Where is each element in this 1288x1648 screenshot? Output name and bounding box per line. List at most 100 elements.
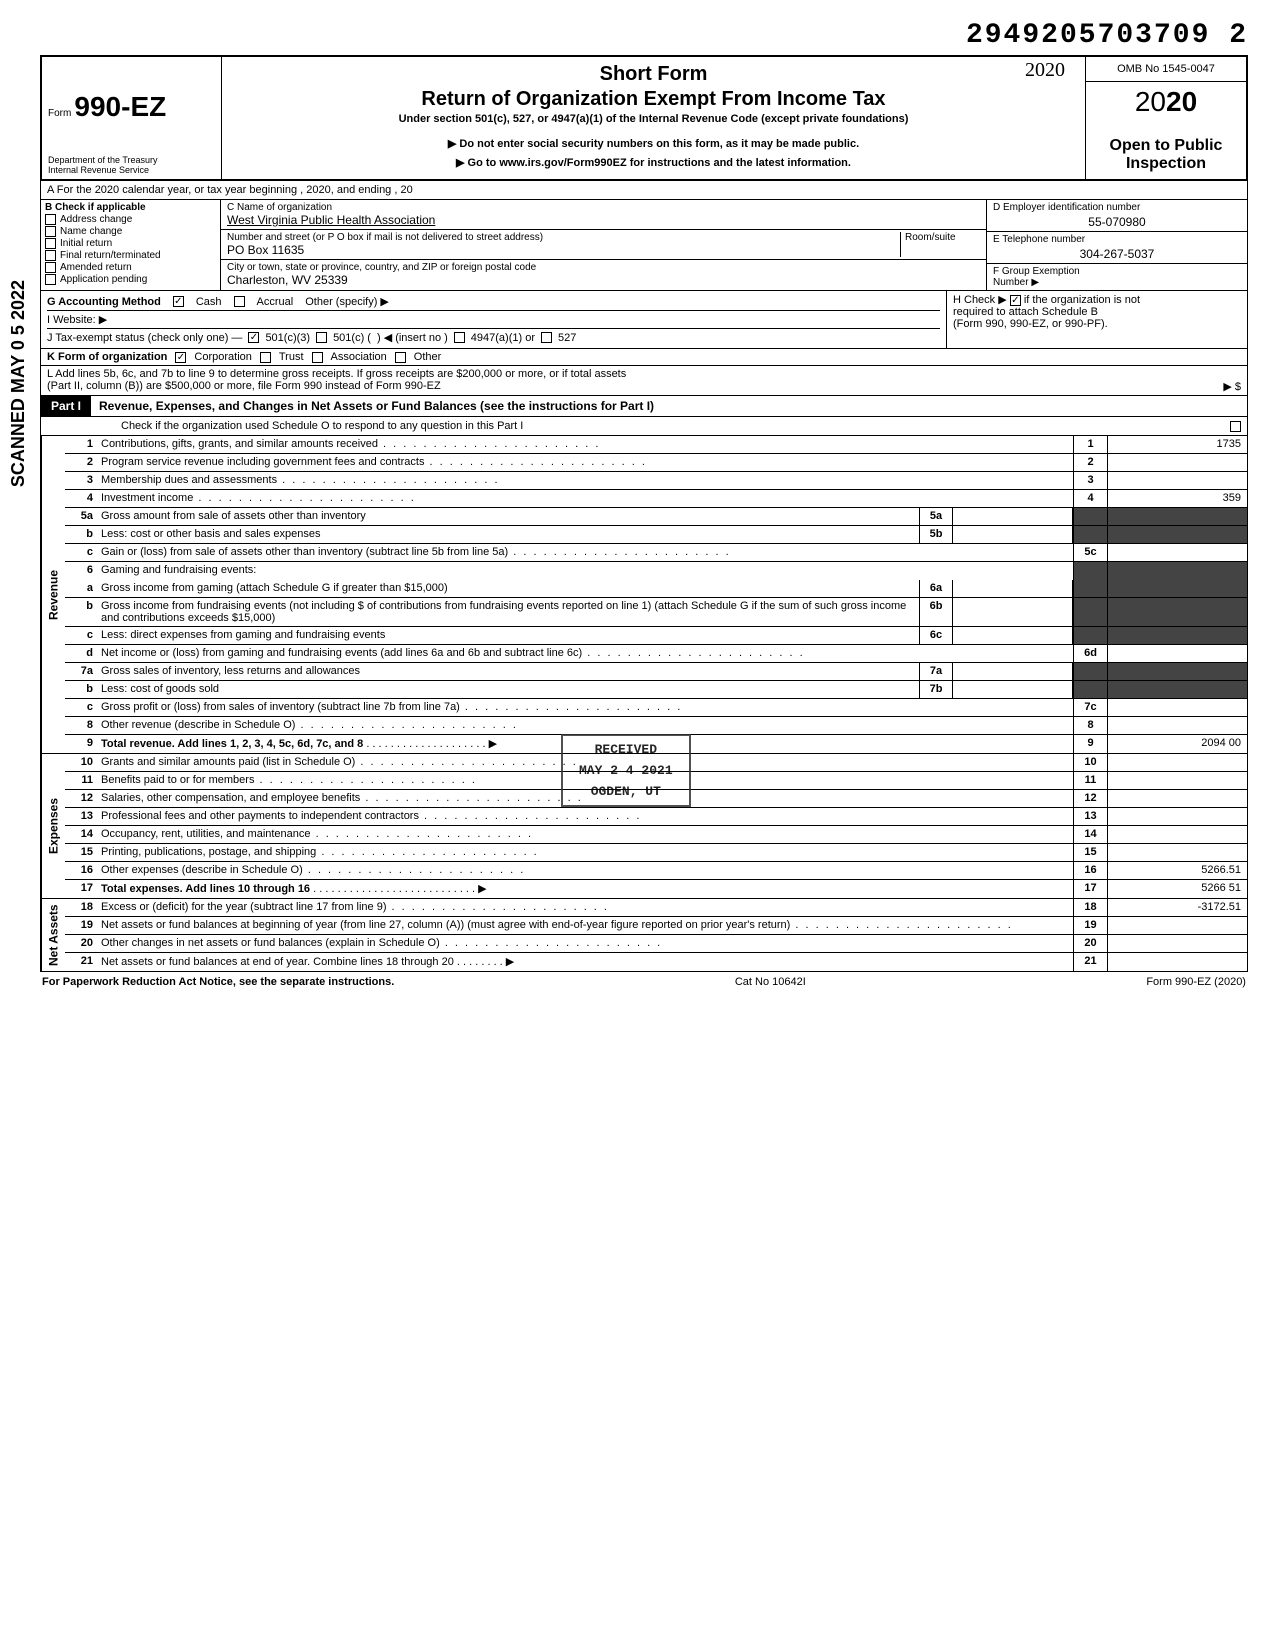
received-l3: OGDEN, UT xyxy=(579,784,673,799)
city-value: Charleston, WV 25339 xyxy=(227,273,980,287)
omb-number: OMB No 1545-0047 xyxy=(1086,57,1246,82)
ln2-num: 2 xyxy=(65,454,97,471)
ln6d-rnum: 6d xyxy=(1073,645,1107,662)
received-l2: MAY 2 4 2021 xyxy=(579,763,673,778)
cb-amended[interactable] xyxy=(45,262,56,273)
ln5b-mnum: 5b xyxy=(919,526,953,543)
label-corp: Corporation xyxy=(194,351,251,363)
ln6b-desc: Gross income from fundraising events (no… xyxy=(97,598,919,626)
cb-4947[interactable] xyxy=(454,332,465,343)
ln4-rnum: 4 xyxy=(1073,490,1107,507)
label-name-change: Name change xyxy=(60,226,122,237)
cb-assoc[interactable] xyxy=(312,352,323,363)
cb-cash[interactable] xyxy=(173,296,184,307)
label-assoc: Association xyxy=(331,351,387,363)
ln6b-rshade xyxy=(1107,598,1247,626)
document-number: 2949205703709 2 xyxy=(40,20,1248,51)
ln14-val xyxy=(1107,826,1247,843)
instr-url: ▶ Go to www.irs.gov/Form990EZ for instru… xyxy=(228,156,1079,169)
ln7c-rnum: 7c xyxy=(1073,699,1107,716)
ln6c-mnum: 6c xyxy=(919,627,953,644)
cb-schedule-b[interactable] xyxy=(1010,295,1021,306)
ln5a-num: 5a xyxy=(65,508,97,525)
ln6b-num: b xyxy=(65,598,97,626)
cb-527[interactable] xyxy=(541,332,552,343)
cb-501c[interactable] xyxy=(316,332,327,343)
ln6-num: 6 xyxy=(65,562,97,580)
instructions-box: ▶ Do not enter social security numbers o… xyxy=(222,131,1086,179)
ln2-rnum: 2 xyxy=(1073,454,1107,471)
e-label: E Telephone number xyxy=(993,234,1241,245)
cb-pending[interactable] xyxy=(45,274,56,285)
ln5b-desc: Less: cost or other basis and sales expe… xyxy=(97,526,919,543)
cb-corp[interactable] xyxy=(175,352,186,363)
cb-501c3[interactable] xyxy=(248,332,259,343)
ln21-desc: Net assets or fund balances at end of ye… xyxy=(97,953,1073,971)
ln19-val xyxy=(1107,917,1247,934)
h-text2: if the organization is not xyxy=(1024,294,1140,306)
ln3-num: 3 xyxy=(65,472,97,489)
handwritten-year: 2020 xyxy=(1025,59,1065,82)
ln7a-num: 7a xyxy=(65,663,97,680)
ln6c-shade xyxy=(1073,627,1107,644)
ln6a-num: a xyxy=(65,580,97,597)
ln6d-val xyxy=(1107,645,1247,662)
ln6d-num: d xyxy=(65,645,97,662)
ln19-desc: Net assets or fund balances at beginning… xyxy=(97,917,1073,934)
header-right-box: OMB No 1545-0047 2020 xyxy=(1086,57,1246,131)
ln20-desc: Other changes in net assets or fund bala… xyxy=(97,935,1073,952)
ln19-num: 19 xyxy=(65,917,97,934)
f-label: F Group Exemption xyxy=(993,266,1241,277)
row-a-tax-year: A For the 2020 calendar year, or tax yea… xyxy=(40,181,1248,200)
open-public-box: Open to Public Inspection xyxy=(1086,131,1246,179)
ln7a-shade xyxy=(1073,663,1107,680)
expenses-section: Expenses 10Grants and similar amounts pa… xyxy=(40,754,1248,899)
ln4-num: 4 xyxy=(65,490,97,507)
ln16-val: 5266.51 xyxy=(1107,862,1247,879)
ln11-val xyxy=(1107,772,1247,789)
cb-accrual[interactable] xyxy=(234,296,245,307)
ln7b-num: b xyxy=(65,681,97,698)
ln6c-num: c xyxy=(65,627,97,644)
cb-other-org[interactable] xyxy=(395,352,406,363)
j-label: J Tax-exempt status (check only one) — xyxy=(47,332,242,344)
ln8-desc: Other revenue (describe in Schedule O) xyxy=(97,717,1073,734)
ln10-num: 10 xyxy=(65,754,97,771)
ln16-num: 16 xyxy=(65,862,97,879)
col-c-org-info: C Name of organization West Virginia Pub… xyxy=(221,200,987,290)
tax-year: 2020 xyxy=(1086,82,1246,122)
cb-initial-return[interactable] xyxy=(45,238,56,249)
ein-value: 55-070980 xyxy=(993,215,1241,229)
part1-title: Revenue, Expenses, and Changes in Net As… xyxy=(91,396,1247,416)
ln12-rnum: 12 xyxy=(1073,790,1107,807)
cb-trust[interactable] xyxy=(260,352,271,363)
title-subtitle: Under section 501(c), 527, or 4947(a)(1)… xyxy=(232,113,1075,125)
ln18-desc: Excess or (deficit) for the year (subtra… xyxy=(97,899,1073,916)
cb-schedule-o[interactable] xyxy=(1230,421,1241,432)
ln11-num: 11 xyxy=(65,772,97,789)
label-pending: Application pending xyxy=(60,274,147,285)
cb-address-change[interactable] xyxy=(45,214,56,225)
ln20-val xyxy=(1107,935,1247,952)
col-b-checkboxes: B Check if applicable Address change Nam… xyxy=(41,200,221,290)
col-def: D Employer identification number 55-0709… xyxy=(987,200,1247,290)
ln5c-rnum: 5c xyxy=(1073,544,1107,561)
ln7b-mval xyxy=(953,681,1073,698)
cb-final-return[interactable] xyxy=(45,250,56,261)
ln5a-rshade xyxy=(1107,508,1247,525)
ln13-desc: Professional fees and other payments to … xyxy=(97,808,1073,825)
ln8-val xyxy=(1107,717,1247,734)
label-527: 527 xyxy=(558,332,576,344)
ln14-num: 14 xyxy=(65,826,97,843)
revenue-side-label: Revenue xyxy=(41,436,65,753)
cb-name-change[interactable] xyxy=(45,226,56,237)
ln13-num: 13 xyxy=(65,808,97,825)
form-number: 990-EZ xyxy=(74,91,166,122)
open-public-2: Inspection xyxy=(1092,155,1240,173)
ln7b-rshade xyxy=(1107,681,1247,698)
h-text1: H Check ▶ xyxy=(953,294,1007,306)
ln6a-shade xyxy=(1073,580,1107,597)
row-k: K Form of organization Corporation Trust… xyxy=(40,349,1248,366)
page-footer: For Paperwork Reduction Act Notice, see … xyxy=(40,972,1248,992)
po-box: PO Box 11635 xyxy=(227,243,900,257)
